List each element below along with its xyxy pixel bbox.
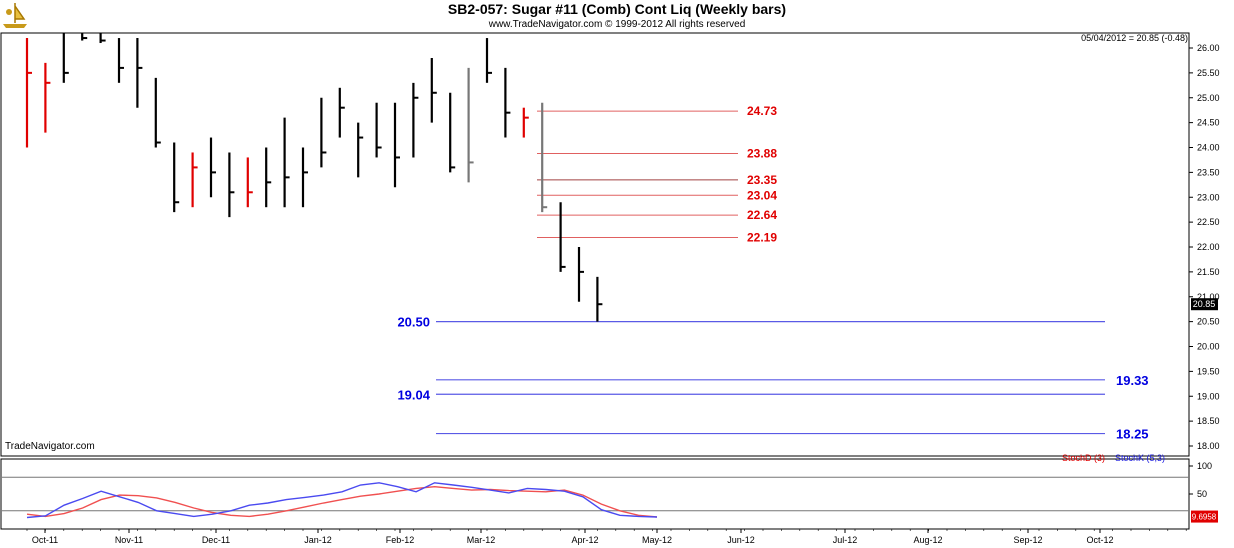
price-bar xyxy=(154,77,161,148)
date-tick-label: Apr-12 xyxy=(571,535,598,545)
fib-level-label: 23.35 xyxy=(747,173,777,187)
price-bar xyxy=(99,33,106,44)
stoch-current-label: 9.6958 xyxy=(1192,513,1217,522)
price-bar xyxy=(412,82,419,158)
price-bar xyxy=(504,67,511,138)
date-tick-label: Jun-12 xyxy=(727,535,755,545)
date-tick-label: Nov-11 xyxy=(115,535,143,545)
legend-stochd: StochD (3) xyxy=(1062,453,1105,463)
date-tick-label: Feb-12 xyxy=(386,535,415,545)
price-bar xyxy=(136,38,143,108)
price-tick-label: 19.50 xyxy=(1197,366,1220,376)
price-tick-label: 21.50 xyxy=(1197,267,1220,277)
price-bar xyxy=(449,92,456,173)
price-bar xyxy=(62,33,69,83)
last-price-label: 20.85 xyxy=(1193,299,1216,309)
price-bar xyxy=(393,102,400,188)
price-bar xyxy=(173,142,180,213)
target-level-label: 19.33 xyxy=(1116,373,1149,388)
date-tick-label: Jan-12 xyxy=(304,535,332,545)
price-bar xyxy=(117,38,124,83)
price-bars xyxy=(25,33,603,322)
price-tick-label: 19.00 xyxy=(1197,391,1220,401)
price-bar xyxy=(283,117,290,208)
date-tick-label: Mar-12 xyxy=(467,535,496,545)
price-tick-label: 25.50 xyxy=(1197,68,1220,78)
fib-level-label: 22.64 xyxy=(747,208,777,222)
watermark: TradeNavigator.com xyxy=(5,441,95,452)
date-tick-label: Jul-12 xyxy=(833,535,858,545)
fib-level-label: 23.88 xyxy=(747,146,777,160)
status-readout: 05/04/2012 = 20.85 (-0.48) xyxy=(1081,33,1188,43)
date-tick-label: Oct-11 xyxy=(32,535,58,545)
date-axis: Oct-11 Nov-11 Dec-11 Jan-12 Feb-12 Mar-12 Apr-… xyxy=(26,529,1187,545)
price-bar xyxy=(522,107,529,138)
price-bar xyxy=(541,102,548,213)
price-tick-label: 22.00 xyxy=(1197,242,1220,252)
price-panel-frame xyxy=(0,32,1190,457)
price-bar xyxy=(467,67,474,183)
date-tick-label: Oct-12 xyxy=(1086,535,1113,545)
price-bar xyxy=(596,276,603,322)
price-bar xyxy=(320,97,327,168)
price-bar xyxy=(228,152,235,218)
tradenavigator-logo-icon xyxy=(0,0,30,30)
price-bar xyxy=(357,122,364,178)
price-bar xyxy=(430,57,437,123)
price-bar xyxy=(246,157,253,208)
price-bar xyxy=(301,147,308,208)
date-tick-label: Aug-12 xyxy=(913,535,942,545)
price-bar xyxy=(25,38,32,148)
price-tick-label: 24.50 xyxy=(1197,118,1220,128)
price-tick-label: 20.00 xyxy=(1197,342,1220,352)
date-tick-label: Sep-12 xyxy=(1013,535,1042,545)
price-bar xyxy=(209,137,216,198)
stochd-line xyxy=(26,485,658,518)
stochk-line xyxy=(26,482,658,519)
fib-level-label: 22.19 xyxy=(747,231,777,245)
fib-level-label: 24.73 xyxy=(747,104,777,118)
price-tick-label: 23.00 xyxy=(1197,192,1220,202)
price-axis: 26.00 25.50 25.00 24.50 24.00 23.50 23.00 22.50… xyxy=(1189,43,1220,451)
date-tick-label: Dec-11 xyxy=(202,535,230,545)
price-bar xyxy=(485,38,492,83)
price-bar xyxy=(81,33,88,41)
stoch-tick-label: 50 xyxy=(1197,489,1207,499)
price-bar xyxy=(191,152,198,208)
last-price-marker: 20.85 xyxy=(1191,298,1218,311)
price-tick-label: 18.50 xyxy=(1197,416,1220,426)
chart-subtitle: www.TradeNavigator.com © 1999-2012 All r… xyxy=(488,19,746,30)
price-tick-label: 23.50 xyxy=(1197,167,1220,177)
target-level-label: 20.50 xyxy=(397,315,430,330)
target-level-label: 19.04 xyxy=(397,387,430,402)
price-tick-label: 20.50 xyxy=(1197,317,1220,327)
price-tick-label: 26.00 xyxy=(1197,43,1220,53)
legend-stochk: StochK (5,3) xyxy=(1115,453,1165,463)
price-tick-label: 21.00 xyxy=(1197,292,1220,302)
price-bar xyxy=(338,87,345,138)
price-bar xyxy=(577,247,584,302)
price-tick-label: 25.00 xyxy=(1197,93,1220,103)
price-bar xyxy=(44,62,51,133)
price-tick-label: 22.50 xyxy=(1197,217,1220,227)
stoch-panel-frame xyxy=(0,458,1190,530)
date-tick-label: May-12 xyxy=(642,535,672,545)
target-level-label: 18.25 xyxy=(1116,427,1149,442)
fib-level-label: 23.04 xyxy=(747,188,777,202)
stochastic-panel: 100 50 9.6958 xyxy=(2,461,1218,523)
stoch-tick-label: 100 xyxy=(1197,461,1212,471)
price-bar xyxy=(265,147,272,208)
price-tick-label: 24.00 xyxy=(1197,143,1220,153)
price-bar xyxy=(375,102,382,158)
chart-title: SB2-057: Sugar #11 (Comb) Cont Liq (Week… xyxy=(448,1,786,17)
price-tick-label: 18.00 xyxy=(1197,441,1220,451)
price-bar xyxy=(559,202,566,272)
stoch-current-marker xyxy=(1191,510,1218,523)
